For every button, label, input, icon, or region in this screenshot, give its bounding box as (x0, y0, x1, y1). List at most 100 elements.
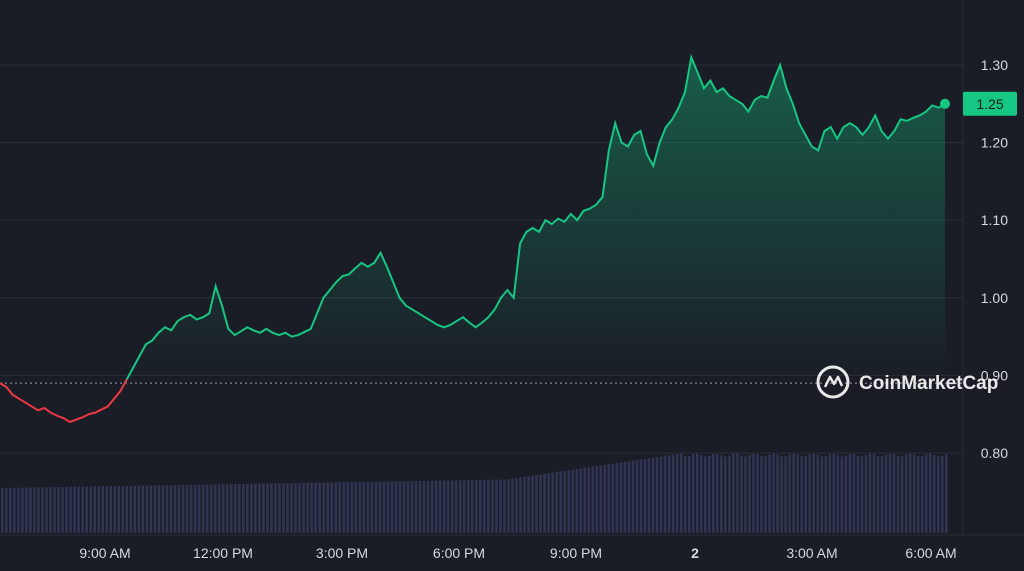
volume-bar (776, 454, 779, 533)
volume-bar (414, 480, 418, 533)
volume-bar (17, 487, 20, 533)
volume-bar (402, 481, 406, 533)
volume-bar (177, 485, 181, 533)
volume-bar (824, 455, 828, 533)
volume-bar (101, 486, 105, 533)
volume-bar (410, 481, 414, 533)
volume-bar (780, 456, 783, 533)
volume-bar (940, 455, 944, 533)
volume-bar (647, 458, 651, 533)
volume-bar (523, 476, 526, 533)
volume-bar (888, 453, 892, 533)
volume-bar (5, 487, 8, 533)
volume-bar (310, 482, 313, 533)
volume-bar (896, 456, 900, 533)
coinmarketcap-logo-icon (816, 365, 850, 399)
price-line-down (0, 378, 128, 424)
volume-bar (619, 462, 623, 533)
volume-bar (326, 482, 329, 533)
x-tick-label: 2 (691, 545, 699, 561)
volume-bar (450, 480, 454, 533)
volume-bar (262, 483, 265, 533)
volume-bar (860, 456, 864, 533)
volume-bar (703, 456, 707, 533)
volume-bar (643, 458, 647, 533)
volume-bar (209, 484, 213, 533)
volume-bar (97, 486, 101, 533)
volume-bar (932, 455, 936, 533)
volume-bar (832, 453, 836, 533)
volume-bar (736, 453, 739, 533)
volume-bar (430, 480, 434, 533)
volume-bar (462, 480, 466, 533)
current-price-badge: 1.25 (963, 91, 1017, 116)
volume-bar (816, 455, 820, 533)
volume-bar (221, 484, 225, 533)
volume-bar (868, 453, 872, 533)
y-tick-label: 1.20 (981, 135, 1008, 151)
volume-bar (876, 455, 880, 533)
volume-bar (772, 453, 775, 533)
volume-bar (238, 483, 241, 533)
volume-bar (117, 486, 121, 533)
volume-bar (85, 486, 88, 533)
volume-bar (808, 454, 812, 533)
price-line-up (123, 53, 946, 384)
volume-bar (571, 469, 575, 533)
volume-bar (487, 479, 490, 533)
y-tick-label: 1.10 (981, 212, 1008, 228)
volume-bar (426, 480, 430, 533)
volume-bar (270, 483, 273, 533)
y-tick-label: 0.80 (981, 445, 1008, 461)
volume-bar (258, 483, 261, 533)
volume-bar (246, 483, 249, 533)
volume-bar (53, 487, 56, 533)
volume-bar (651, 457, 655, 533)
volume-bar (479, 479, 482, 533)
volume-bar (37, 487, 40, 533)
watermark: CoinMarketCap (816, 365, 998, 399)
volume-bar (145, 485, 149, 533)
volume-bar (169, 485, 173, 533)
volume-bar (764, 456, 767, 533)
volume-bar (225, 484, 229, 533)
volume-bar (454, 480, 458, 533)
volume-bar (515, 477, 518, 533)
volume-bar (181, 484, 185, 533)
volume-bar (81, 486, 84, 533)
volume-bar (25, 487, 28, 533)
volume-bar (57, 487, 60, 533)
volume-bar (683, 456, 687, 533)
volume-bar (266, 483, 269, 533)
volume-bar (129, 485, 133, 533)
volume-bar (354, 482, 358, 533)
volume-bar (880, 456, 884, 533)
volume-bar (900, 456, 904, 533)
volume-bar (752, 453, 755, 533)
volume-bar (242, 483, 245, 533)
volume-bar (438, 480, 442, 533)
volume-bar (113, 486, 117, 533)
volume-bar (201, 484, 205, 533)
volume-bar (69, 486, 72, 533)
volume-bar (639, 459, 643, 533)
y-tick-label: 1.30 (981, 57, 1008, 73)
volume-bar (872, 454, 876, 533)
volume-bar (342, 482, 346, 533)
volume-bar (153, 485, 157, 533)
volume-bar (631, 460, 635, 533)
volume-bar (635, 460, 639, 533)
watermark-text: CoinMarketCap (859, 373, 998, 394)
volume-bar (282, 483, 285, 533)
volume-bar (663, 455, 667, 533)
volume-bar (740, 455, 743, 533)
volume-bar (398, 481, 402, 533)
volume-bar (290, 483, 293, 533)
volume-bar (93, 486, 96, 533)
volume-bar (334, 482, 338, 533)
volume-bar (611, 463, 615, 533)
volume-bar (519, 477, 522, 533)
volume-bar (121, 485, 125, 533)
volume-bar (659, 456, 663, 533)
